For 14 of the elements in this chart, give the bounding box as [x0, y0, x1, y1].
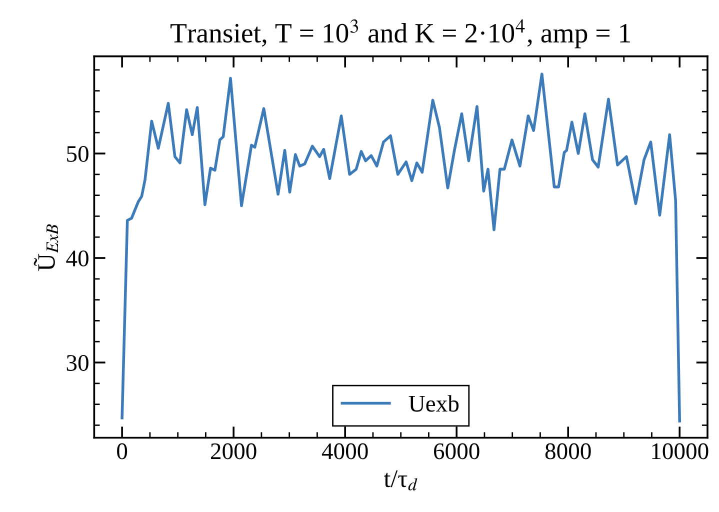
x-tick-label: 8000 — [545, 443, 591, 460]
y-axis-title: Ũ$_{ExB}$ — [34, 224, 58, 271]
x-tick-label: 4000 — [322, 443, 368, 460]
y-tick-label: 30 — [66, 355, 88, 371]
line-series — [120, 72, 682, 422]
y-tick-label: 40 — [66, 250, 88, 266]
x-tick-label: 0 — [117, 443, 128, 460]
chart-title: Transiet, T = 10$^{3}$ and K = 2·10$^{4}$, amp = 1 — [170, 19, 630, 48]
y-tick-label: 50 — [67, 146, 88, 162]
x-axis-title: t/τ$_{d}$ — [384, 470, 418, 490]
x-tick-label: 10000 — [652, 443, 708, 460]
legend-label: Uexb — [408, 395, 459, 412]
x-tick-label: 2000 — [211, 443, 256, 460]
x-tick-label: 6000 — [434, 443, 480, 460]
